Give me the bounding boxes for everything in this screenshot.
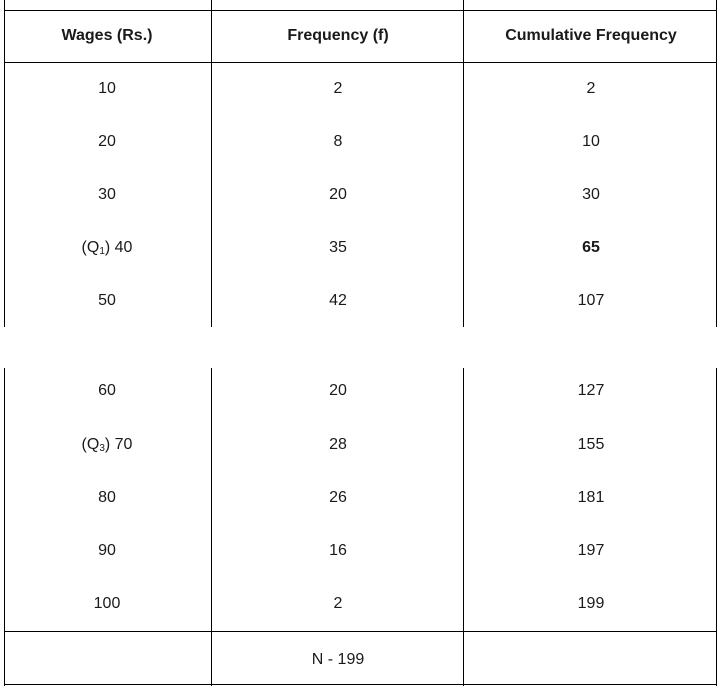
frequency-cell: 35 (329, 239, 347, 256)
divider-col2-bottom (463, 368, 464, 686)
wages-value: 80 (98, 489, 116, 506)
wages-cell: 60 (4, 381, 210, 401)
cumulative-frequency-cell: 107 (577, 292, 605, 309)
frequency-cell: 16 (329, 542, 347, 559)
wages-quartile-subscript: 3 (99, 443, 105, 454)
frequency-cell: 8 (333, 133, 343, 150)
cumulative-frequency-cell: 2 (586, 80, 596, 97)
cumulative-frequency-cell: 30 (582, 186, 600, 203)
wages-cell: 30 (4, 185, 210, 205)
header-frequency: Frequency (f) (287, 27, 389, 44)
border-left-bottom (4, 368, 5, 686)
wages-quartile-subscript: 1 (99, 246, 105, 257)
wages-value: 50 (98, 292, 116, 309)
wages-value: 90 (98, 542, 116, 559)
cumulative-frequency-cell: 155 (577, 436, 605, 453)
wages-cell: 10 (4, 79, 210, 99)
wages-cell: 50 (4, 291, 210, 311)
border-top (4, 10, 717, 11)
wages-value: 30 (98, 186, 116, 203)
header-cumulative-frequency: Cumulative Frequency (505, 27, 677, 44)
wages-cell: 100 (4, 594, 210, 614)
frequency-cell: 20 (329, 186, 347, 203)
wages-value: 60 (98, 382, 116, 399)
border-bottom (4, 684, 717, 685)
divider-col1-top (211, 0, 212, 327)
wages-cell: (Q3) 70 (4, 435, 210, 455)
wages-quartile-prefix: (Q (81, 239, 100, 256)
frequency-cell: 20 (329, 382, 347, 399)
frequency-cell: 2 (333, 595, 343, 612)
cumulative-frequency-cell: 197 (577, 542, 605, 559)
cumulative-frequency-cell: 10 (582, 133, 600, 150)
wages-cell: 20 (4, 132, 210, 152)
frequency-cell: 2 (333, 80, 343, 97)
border-left-top (4, 0, 5, 327)
wages-value: ) 40 (104, 239, 133, 256)
wages-quartile-prefix: (Q (81, 436, 100, 453)
divider-col1-bottom (211, 368, 212, 686)
cumulative-frequency-cell: 65 (582, 239, 600, 256)
cumulative-frequency-cell: 199 (577, 595, 605, 612)
cumulative-frequency-cell: 181 (577, 489, 605, 506)
wages-value: 100 (93, 595, 121, 612)
wages-value: ) 70 (104, 436, 133, 453)
frequency-cell: 26 (329, 489, 347, 506)
total-frequency-cell: N - 199 (311, 651, 365, 668)
cumulative-frequency-cell: 127 (577, 382, 605, 399)
wages-cell: 90 (4, 541, 210, 561)
divider-col2-top (463, 0, 464, 327)
wages-cell: (Q1) 40 (4, 238, 210, 258)
border-right-top (716, 0, 717, 327)
frequency-cell: 42 (329, 292, 347, 309)
wages-value: 20 (98, 133, 116, 150)
total-top-rule (4, 631, 717, 632)
border-right-bottom (716, 368, 717, 686)
frequency-cell: 28 (329, 436, 347, 453)
header-wages: Wages (Rs.) (61, 27, 153, 44)
wages-value: 10 (98, 80, 116, 97)
header-bottom-rule (4, 62, 717, 63)
wages-cell: 80 (4, 488, 210, 508)
